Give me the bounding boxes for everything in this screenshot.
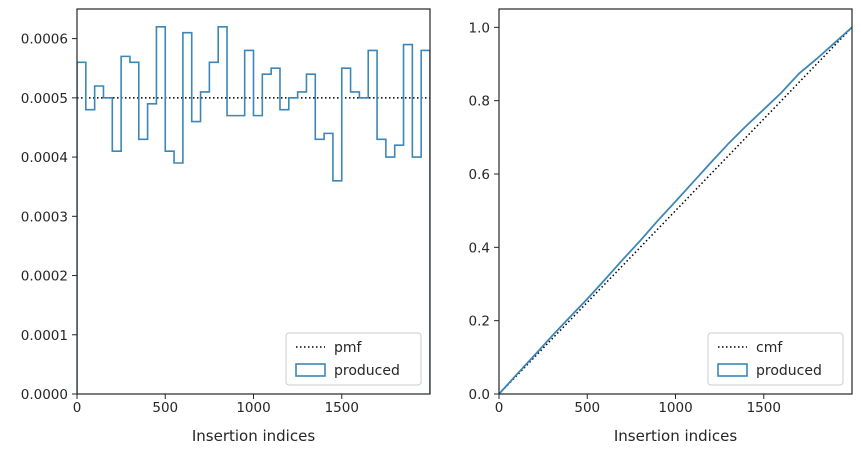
y-tick-label: 0.0006 — [21, 32, 68, 48]
plot-area — [499, 26, 852, 394]
legend-box — [707, 332, 844, 386]
cmf-chart: 0 500 1000 1500 0.0 0.2 0.4 0.6 0.8 1.0 Insertion … — [469, 8, 853, 445]
legend-box — [285, 332, 422, 386]
histogram-produced — [77, 25, 430, 394]
y-tick-label: 0.6 — [469, 167, 490, 183]
series-line-produced — [499, 26, 852, 394]
y-tick-label: 0.0005 — [21, 91, 68, 107]
y-tick-label: 0.8 — [469, 94, 490, 110]
x-axis-label: Insertion indices — [614, 427, 737, 445]
x-tick-label: 1000 — [236, 400, 270, 416]
legend-swatch-produced — [295, 363, 326, 377]
y-tick-label: 0.0004 — [21, 150, 68, 166]
pmf-chart: 0 500 1000 1500 0.0000 0.0001 0.0002 0.0003 0.00… — [21, 8, 431, 445]
x-tick-label: 500 — [574, 400, 600, 416]
series-line-cmf — [499, 26, 852, 394]
x-tick-label: 1500 — [747, 400, 781, 416]
legend-label: pmf — [334, 340, 363, 356]
x-axis-label: Insertion indices — [192, 427, 315, 445]
legend-label: produced — [756, 363, 822, 379]
plot-area — [77, 25, 430, 394]
x-tick-label: 500 — [152, 400, 178, 416]
legend-label: cmf — [756, 340, 783, 356]
legend-swatch-produced — [717, 363, 748, 377]
y-tick-label: 0.0003 — [21, 209, 68, 225]
y-tick-label: 0.0001 — [21, 328, 68, 344]
y-tick-label: 0.0000 — [21, 387, 68, 403]
x-tick-label: 1000 — [658, 400, 692, 416]
x-tick-label: 1500 — [325, 400, 359, 416]
x-tick-label: 0 — [73, 400, 82, 416]
legend: pmf produced — [285, 332, 422, 386]
legend: cmf produced — [707, 332, 844, 386]
y-tick-label: 1.0 — [469, 20, 490, 36]
y-tick-label: 0.0 — [469, 387, 490, 403]
y-tick-label: 0.4 — [469, 240, 490, 256]
legend-label: produced — [334, 363, 400, 379]
x-tick-label: 0 — [495, 400, 504, 416]
y-tick-label: 0.2 — [469, 314, 490, 330]
y-tick-label: 0.0002 — [21, 269, 68, 285]
